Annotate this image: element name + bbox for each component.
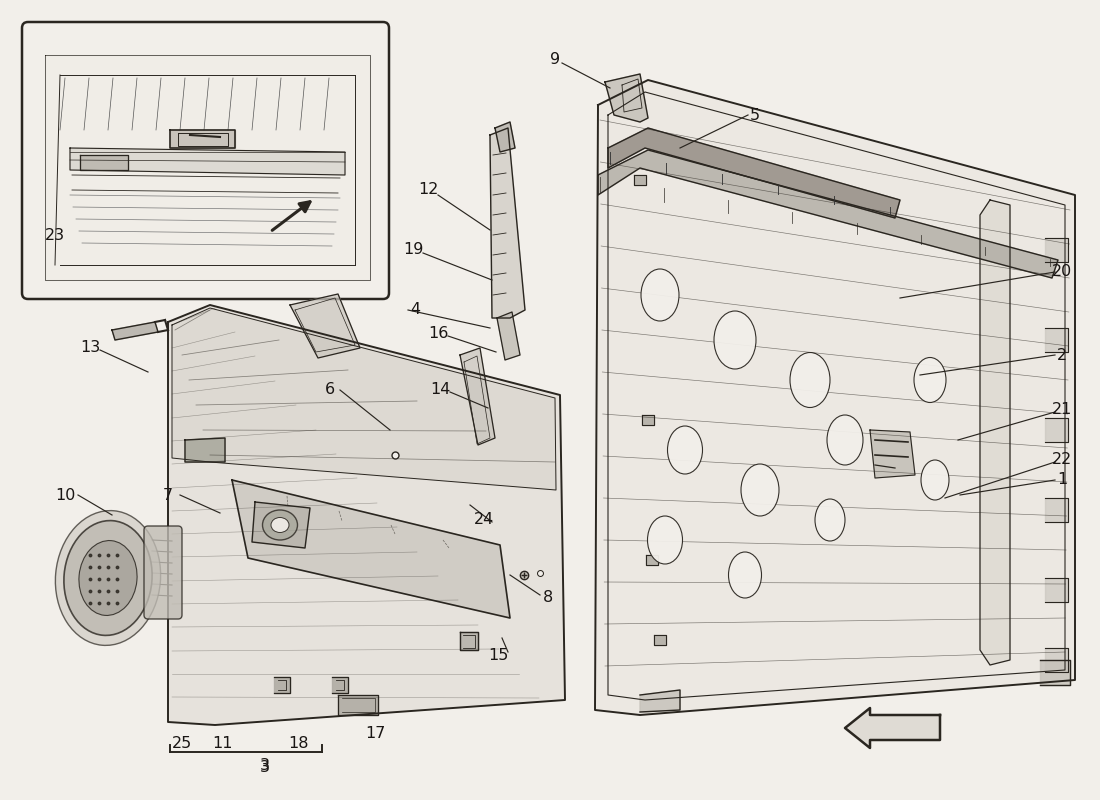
- Text: 10: 10: [55, 487, 75, 502]
- Polygon shape: [640, 690, 680, 712]
- Polygon shape: [45, 55, 370, 280]
- Text: 18: 18: [288, 735, 308, 750]
- Text: 19: 19: [403, 242, 424, 258]
- Ellipse shape: [827, 415, 864, 465]
- Ellipse shape: [64, 521, 152, 635]
- Polygon shape: [1045, 578, 1068, 602]
- Text: 8: 8: [543, 590, 553, 606]
- Polygon shape: [1040, 660, 1070, 685]
- Text: 24: 24: [474, 513, 494, 527]
- Polygon shape: [185, 438, 226, 462]
- Ellipse shape: [815, 499, 845, 541]
- Ellipse shape: [263, 510, 297, 540]
- Text: 15: 15: [487, 647, 508, 662]
- Polygon shape: [332, 677, 348, 693]
- Text: 3: 3: [260, 758, 270, 773]
- Polygon shape: [595, 80, 1075, 715]
- Polygon shape: [980, 200, 1010, 665]
- Ellipse shape: [914, 358, 946, 402]
- Polygon shape: [490, 128, 525, 318]
- Ellipse shape: [790, 353, 830, 407]
- Ellipse shape: [55, 510, 161, 646]
- Text: 16: 16: [428, 326, 448, 341]
- Text: 13: 13: [80, 341, 100, 355]
- FancyBboxPatch shape: [22, 22, 389, 299]
- Text: 5: 5: [750, 107, 760, 122]
- Polygon shape: [172, 308, 556, 490]
- Polygon shape: [497, 312, 520, 360]
- Ellipse shape: [641, 269, 679, 321]
- Text: 2: 2: [1057, 347, 1067, 362]
- Text: 7: 7: [163, 487, 173, 502]
- Text: 4: 4: [410, 302, 420, 318]
- Text: 23: 23: [45, 227, 65, 242]
- Text: 21: 21: [1052, 402, 1072, 418]
- Polygon shape: [1045, 238, 1068, 262]
- Polygon shape: [70, 148, 345, 175]
- Ellipse shape: [668, 426, 703, 474]
- Ellipse shape: [79, 541, 138, 615]
- Text: 3: 3: [260, 761, 270, 775]
- Ellipse shape: [921, 460, 949, 500]
- Text: 6: 6: [324, 382, 336, 398]
- Polygon shape: [642, 415, 654, 425]
- Polygon shape: [870, 430, 915, 478]
- Polygon shape: [232, 480, 510, 618]
- Text: 9: 9: [550, 53, 560, 67]
- Text: 12: 12: [418, 182, 438, 198]
- Polygon shape: [1045, 498, 1068, 522]
- Text: 22: 22: [1052, 453, 1072, 467]
- FancyBboxPatch shape: [144, 526, 182, 619]
- Polygon shape: [290, 294, 360, 358]
- Polygon shape: [460, 632, 478, 650]
- Polygon shape: [460, 348, 495, 445]
- Polygon shape: [252, 502, 310, 548]
- Polygon shape: [274, 677, 290, 693]
- Polygon shape: [80, 155, 128, 170]
- Polygon shape: [112, 322, 158, 340]
- Text: 1: 1: [1057, 473, 1067, 487]
- Polygon shape: [605, 74, 648, 122]
- Polygon shape: [338, 695, 378, 715]
- Polygon shape: [495, 122, 515, 152]
- Text: 14: 14: [430, 382, 450, 398]
- Polygon shape: [1045, 648, 1068, 672]
- Ellipse shape: [714, 311, 756, 369]
- Ellipse shape: [741, 464, 779, 516]
- Polygon shape: [634, 175, 646, 185]
- Text: 17: 17: [365, 726, 385, 741]
- Polygon shape: [170, 130, 235, 148]
- Text: 25: 25: [172, 735, 192, 750]
- Polygon shape: [598, 150, 1058, 278]
- Polygon shape: [608, 128, 900, 218]
- Polygon shape: [1045, 418, 1068, 442]
- Text: 11: 11: [211, 735, 232, 750]
- Polygon shape: [654, 635, 666, 645]
- Polygon shape: [168, 305, 565, 725]
- Polygon shape: [1045, 328, 1068, 352]
- Polygon shape: [646, 555, 658, 565]
- Ellipse shape: [271, 518, 289, 533]
- Polygon shape: [845, 708, 940, 748]
- Ellipse shape: [648, 516, 682, 564]
- Ellipse shape: [728, 552, 761, 598]
- Text: 20: 20: [1052, 265, 1072, 279]
